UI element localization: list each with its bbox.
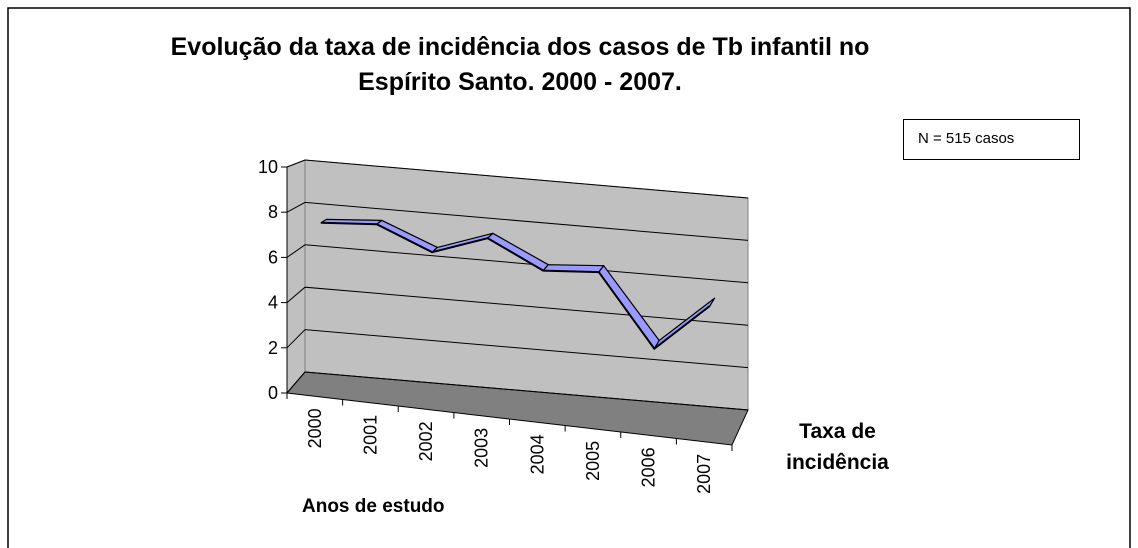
line (321, 221, 711, 351)
annotation: N = 515 casos (903, 119, 1080, 160)
x-tick-label: 2004 (527, 434, 547, 474)
y-tick-label: 4 (268, 293, 278, 313)
x-tick-label: 2007 (694, 454, 714, 494)
grid-line (286, 286, 749, 326)
x-tick-label: 2002 (416, 421, 436, 461)
y-tick-label: 6 (268, 247, 278, 267)
grid-line (286, 159, 749, 199)
x-tick-label: 2005 (583, 441, 603, 481)
y-tick-label: 2 (268, 338, 278, 358)
grid-line (286, 201, 749, 241)
grid-line (286, 371, 749, 411)
back-wall (304, 159, 749, 411)
chart-title: Evolução da taxa de incidência dos casos… (170, 33, 870, 96)
side-wall (286, 159, 306, 395)
x-tick-label: 2006 (639, 447, 659, 487)
x-tick-label: 2003 (472, 428, 492, 468)
frame (7, 7, 1131, 548)
grid-line (286, 329, 749, 369)
x-tick-label: 2000 (305, 408, 325, 448)
x-tick-label: 2001 (360, 415, 380, 455)
y-tick-label: 8 (268, 202, 278, 222)
series-label: Taxa de incidência (786, 420, 889, 474)
y-tick-label: 0 (268, 383, 278, 403)
x-axis-label: Anos de estudo (302, 496, 445, 517)
y-tick-label: 10 (258, 157, 278, 177)
